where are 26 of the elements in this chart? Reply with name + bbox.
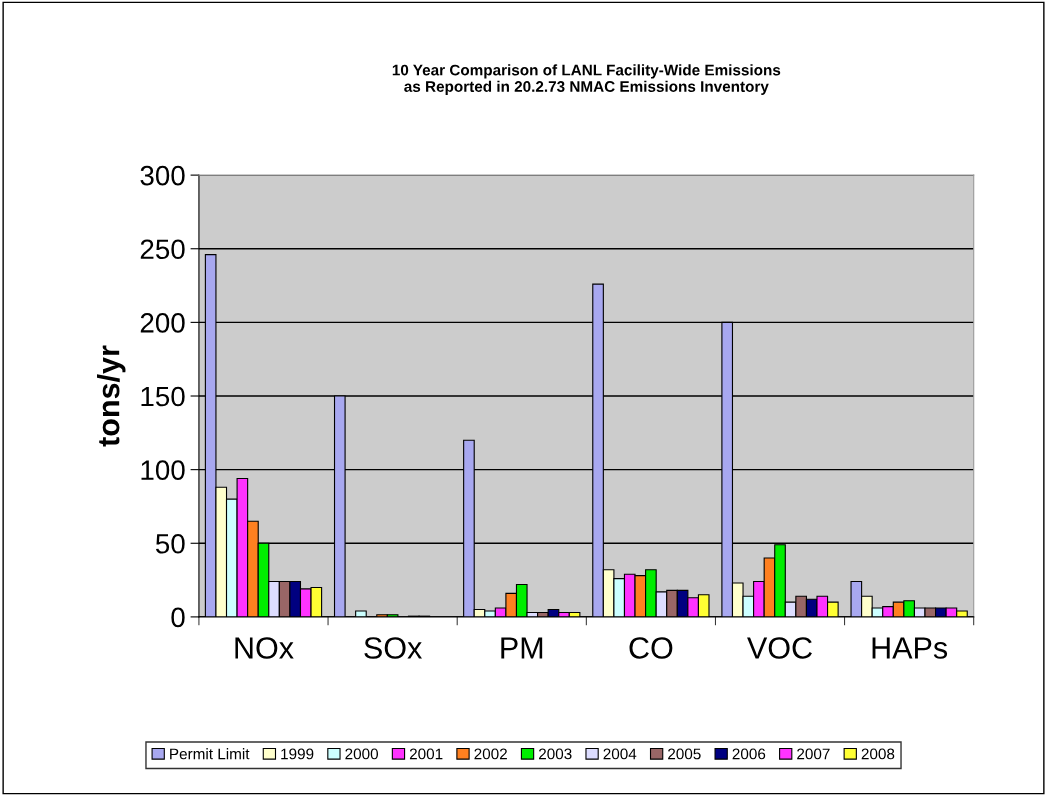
legend-label: 2002: [474, 748, 507, 760]
legend-label: 2003: [539, 748, 572, 760]
legend-label: 2004: [603, 748, 637, 760]
legend-label: 2007: [797, 748, 830, 760]
legend-label: 2001: [409, 748, 443, 760]
x-tick-label: CO: [629, 637, 673, 659]
legend-label: 1999: [281, 748, 314, 760]
legend-label: 2000: [345, 748, 379, 760]
y-tick-label: 50: [155, 533, 185, 554]
y-axis-title: tons/yr: [97, 345, 126, 447]
legend-label: 2006: [732, 748, 766, 760]
x-tick-label: NOx: [235, 637, 294, 659]
legend-label: Permit Limit: [170, 748, 250, 760]
x-tick-label: VOC: [747, 637, 812, 659]
legend-label: 2005: [668, 748, 701, 760]
y-tick-label: 0: [171, 607, 185, 628]
y-tick-label: 300: [140, 165, 185, 186]
y-tick-label: 250: [140, 239, 185, 260]
y-tick-label: 100: [141, 460, 185, 480]
x-tick-label: HAPs: [872, 637, 948, 659]
y-tick-label: 150: [141, 386, 185, 407]
chart-title: 10 Year Comparison of LANL Facility-Wide Emissions as Reported in 20.2.73 NMAC Emissions Inventory: [392, 64, 781, 95]
x-tick-label: SOx: [364, 637, 423, 659]
y-tick-label: 200: [140, 313, 185, 333]
legend-label: 2008: [861, 748, 895, 760]
x-tick-label: PM: [501, 637, 543, 659]
